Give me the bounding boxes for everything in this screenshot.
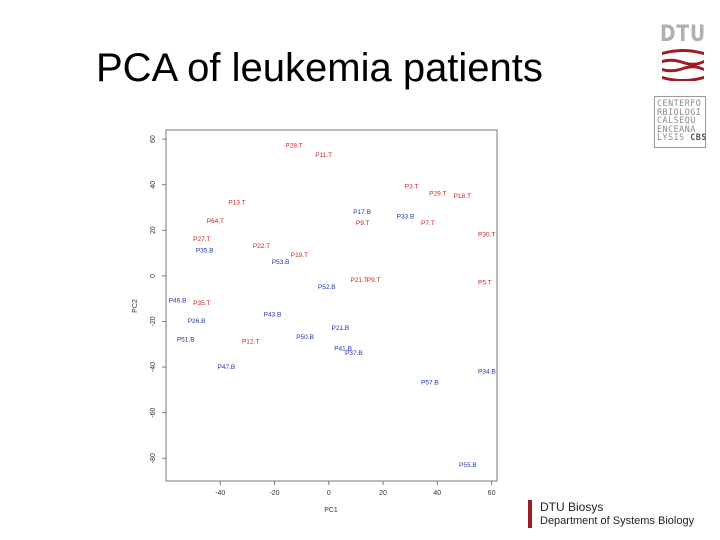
cbs-logo-line-text: LYSIS: [657, 132, 685, 143]
y-tick-label: -80: [150, 453, 157, 463]
cbs-logo-line: CALSEQU: [657, 115, 696, 126]
data-point-label: P21.T: [350, 277, 367, 284]
data-point-label: P28.T: [285, 143, 302, 150]
x-axis: -40 -20 0 20 40 60: [215, 481, 496, 497]
cbs-logo-line: LYSIS CBS: [657, 132, 706, 143]
data-point-label: P37.B: [345, 350, 363, 357]
data-point-label: P21.B: [332, 325, 350, 332]
y-tick-label: -60: [150, 407, 157, 417]
data-point-label: P50.B: [296, 334, 314, 341]
cbs-logo-line: RBIOLOGI: [657, 106, 702, 117]
data-point-label: P34.B: [478, 368, 496, 375]
dtu-logo-text: DTU: [660, 22, 707, 47]
data-point-label: P52.B: [318, 284, 336, 291]
data-point-label: P26.B: [188, 318, 206, 325]
data-point-label: P9.T: [367, 277, 381, 284]
data-point-label: P64.T: [207, 218, 224, 225]
x-tick-label: -20: [269, 490, 279, 497]
data-point-label: P18.T: [454, 193, 471, 200]
y-tick-label: -40: [150, 362, 157, 372]
dtu-logo: DTU: [660, 22, 706, 86]
data-point-label: P13.T: [228, 200, 245, 207]
data-point-label: P27.T: [193, 236, 210, 243]
data-point-label: P9.T: [356, 220, 370, 227]
data-point-label: P51.B: [177, 336, 195, 343]
data-point-label: P57.B: [421, 380, 439, 387]
data-point-label: P17.B: [353, 209, 371, 216]
data-point-label: P5.T: [478, 279, 492, 286]
cbs-logo-line: CENTERFO: [657, 98, 702, 108]
data-point-label: P35.T: [193, 300, 210, 307]
data-point-label: P35.B: [196, 248, 214, 255]
data-point-label: P11.T: [315, 152, 332, 159]
x-tick-label: 20: [379, 490, 387, 497]
footer-department: Department of Systems Biology: [540, 515, 695, 527]
cbs-logo: CENTERFO RBIOLOGI CALSEQU ENCEANA LYSIS …: [654, 96, 706, 148]
x-axis-label: PC1: [324, 507, 338, 514]
y-tick-label: 60: [150, 135, 157, 143]
data-point-label: P19.T: [291, 252, 308, 259]
x-tick-label: 40: [433, 490, 441, 497]
data-point-label: P47.B: [218, 364, 236, 371]
y-tick-label: -20: [150, 316, 157, 326]
plot-frame: [165, 129, 498, 482]
y-axis-label: PC2: [132, 299, 139, 313]
x-tick-label: 60: [488, 490, 496, 497]
y-tick-label: 40: [150, 181, 157, 189]
y-tick-label: 0: [150, 274, 157, 278]
dtu-logo-emblem-icon: [662, 49, 704, 82]
cbs-logo-tag: CBS: [690, 132, 707, 143]
data-point-label: P12.T: [242, 339, 259, 346]
data-point-label: P53.B: [272, 259, 290, 266]
data-point-label: P41.B: [334, 346, 352, 353]
data-point-label: P33.B: [397, 213, 415, 220]
cbs-logo-line: ENCEANA: [657, 123, 696, 134]
footer-accent-bar: [528, 500, 532, 528]
data-point-label: P29.T: [429, 191, 446, 198]
y-axis: 60 40 20 0 -20 -40 -60 -80: [150, 135, 166, 463]
x-tick-label: -40: [215, 490, 225, 497]
data-point-label: P46.B: [169, 298, 187, 305]
x-tick-label: 0: [327, 490, 331, 497]
data-point-label: P3.T: [405, 184, 419, 191]
data-point-label: P22.T: [253, 243, 270, 250]
slide-title: PCA of leukemia patients: [96, 46, 543, 90]
data-point-label: P43.B: [264, 311, 282, 318]
footer-org-name: DTU Biosys: [540, 500, 604, 514]
data-point-label: P7.T: [421, 220, 435, 227]
data-point-label: P55.B: [459, 462, 477, 469]
data-points: P28.T P11.T P3.T P29.T P18.T P13.T P17.B P33.B P…: [169, 143, 496, 469]
y-tick-label: 20: [150, 226, 157, 234]
data-point-label: P30.T: [478, 232, 495, 239]
